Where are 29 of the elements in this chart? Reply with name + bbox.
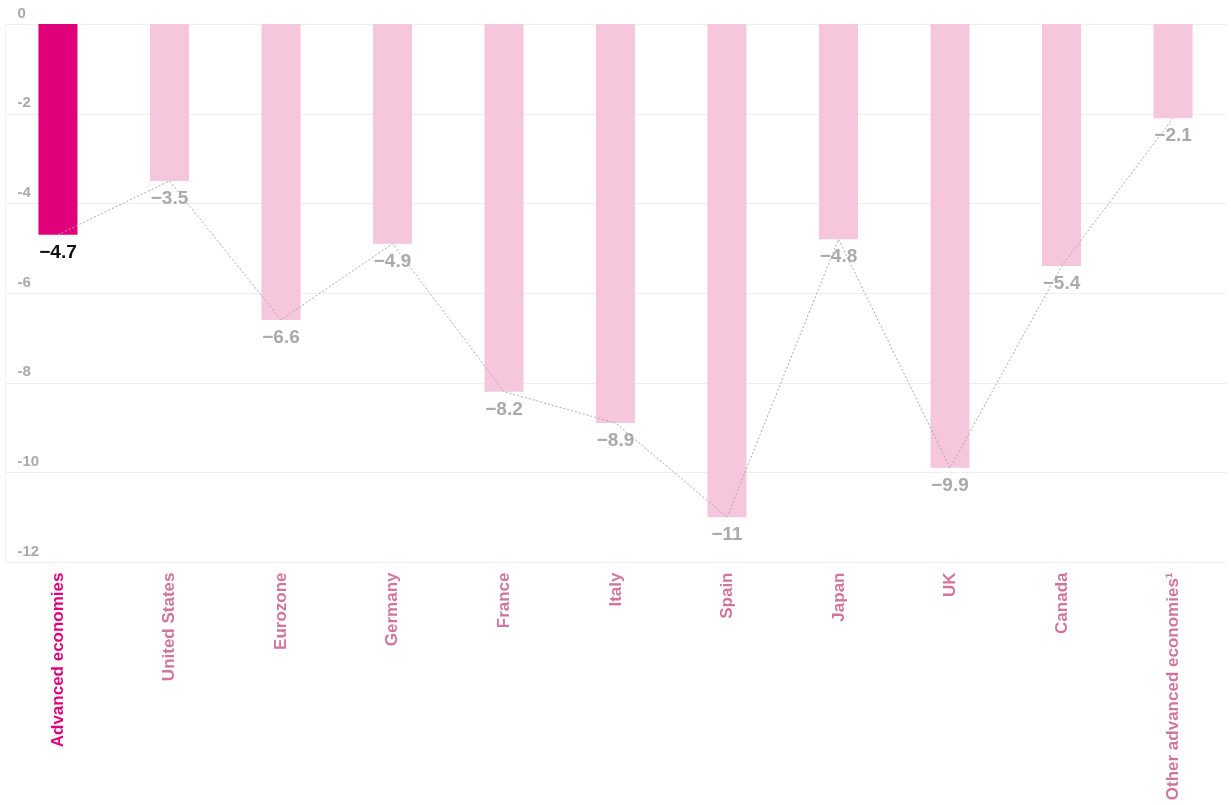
x-tick-label: Eurozone [270,572,290,650]
y-tick-label: -6 [17,272,31,290]
data-label: −4.8 [819,245,858,267]
y-tick-label: -8 [17,362,31,380]
data-label: −9.9 [931,473,969,495]
data-label: −5.4 [1042,272,1081,294]
x-tick-label: UK [940,571,960,598]
data-label: −4.7 [39,240,77,262]
y-tick-label: -10 [17,451,40,469]
data-label: −2.1 [1154,124,1193,146]
y-tick-label: -4 [17,182,32,200]
data-label: −8.9 [596,429,635,451]
data-label: −8.2 [485,397,523,419]
y-tick-label: 0 [17,3,26,21]
x-tick-label: Germany [382,571,402,647]
data-label: −3.5 [150,186,189,208]
x-tick-label: Spain [717,572,737,619]
data-label: −6.6 [262,325,300,347]
x-tick-label: Italy [605,571,625,607]
data-label: −11 [711,523,744,545]
x-tick-label: Canada [1051,571,1071,634]
y-tick-label: -12 [17,541,40,559]
y-tick-label: -2 [17,93,31,111]
x-tick-label: Other advanced economies¹ [1163,572,1183,801]
x-tick-label: Advanced economies [47,572,67,748]
data-label: −4.9 [373,249,412,271]
x-tick-label: United States [159,572,179,682]
x-tick-label: Japan [828,572,848,622]
x-tick-label: France [493,572,513,629]
